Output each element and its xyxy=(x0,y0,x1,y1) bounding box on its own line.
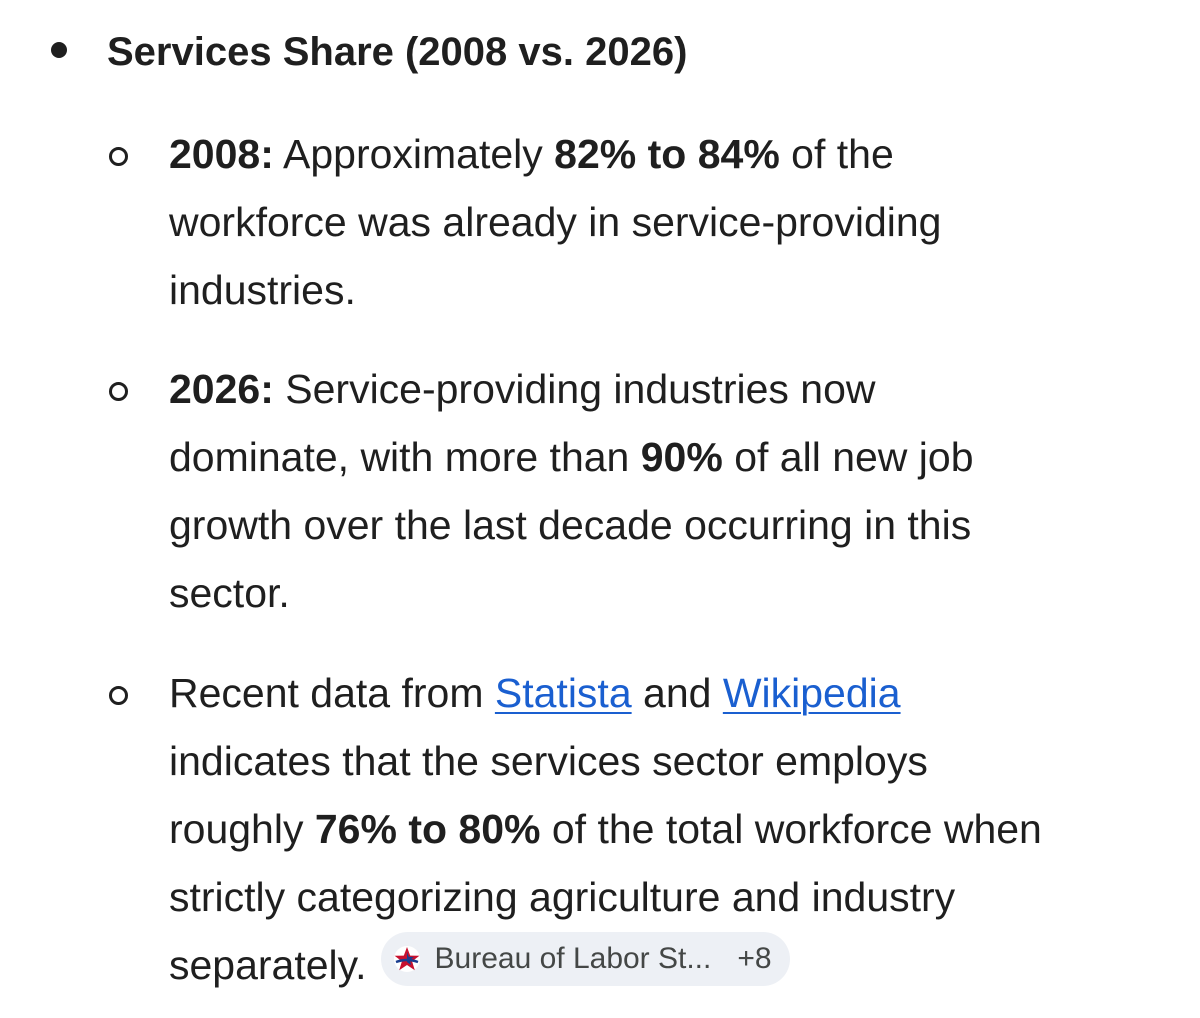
sub-bullet-circle xyxy=(109,382,128,401)
text-line: indicates that the services sector emplo… xyxy=(169,738,928,784)
statista-link[interactable]: Statista xyxy=(494,670,632,716)
text-line: dominate, with more than 90% of all new … xyxy=(169,434,974,480)
percent-value: 90% xyxy=(640,434,723,480)
list-item-2008: 2008: Approximately 82% to 84% of the wo… xyxy=(169,120,1169,324)
sub-bullet-circle xyxy=(109,147,128,166)
wikipedia-link[interactable]: Wikipedia xyxy=(722,670,901,716)
text-line: industries. xyxy=(169,267,356,313)
source-count-badge: +8 xyxy=(737,942,772,975)
year-label: 2026: xyxy=(169,366,274,412)
text-line: Recent data from Statista and Wikipedia xyxy=(169,670,901,716)
text-line: growth over the last decade occurring in… xyxy=(169,502,972,548)
text-line: 2026: Service-providing industries now xyxy=(169,366,876,412)
source-chip[interactable]: Bureau of Labor St... +8 xyxy=(380,932,790,986)
percent-range: 82% to 84% xyxy=(554,131,780,177)
text-line: roughly 76% to 80% of the total workforc… xyxy=(169,806,1042,852)
text-line: sector. xyxy=(169,570,290,616)
section-heading: Services Share (2008 vs. 2026) xyxy=(107,30,688,74)
text-line: workforce was already in service-providi… xyxy=(169,199,942,245)
bls-star-icon xyxy=(393,946,420,972)
list-item-recent-data: Recent data from Statista and Wikipedia … xyxy=(169,659,1169,999)
year-label: 2008: xyxy=(169,131,274,177)
text-line: strictly categorizing agriculture and in… xyxy=(169,874,956,920)
bullet-disc xyxy=(51,42,67,58)
source-chip-label: Bureau of Labor St... xyxy=(434,942,712,975)
percent-range: 76% to 80% xyxy=(314,806,541,852)
sub-bullet-circle xyxy=(109,686,128,705)
text-line: 2008: Approximately 82% to 84% of the xyxy=(169,131,894,177)
text-line: separately. Bureau of Labor St... +8 xyxy=(169,931,1169,999)
list-item-2026: 2026: Service-providing industries now d… xyxy=(169,355,1169,627)
